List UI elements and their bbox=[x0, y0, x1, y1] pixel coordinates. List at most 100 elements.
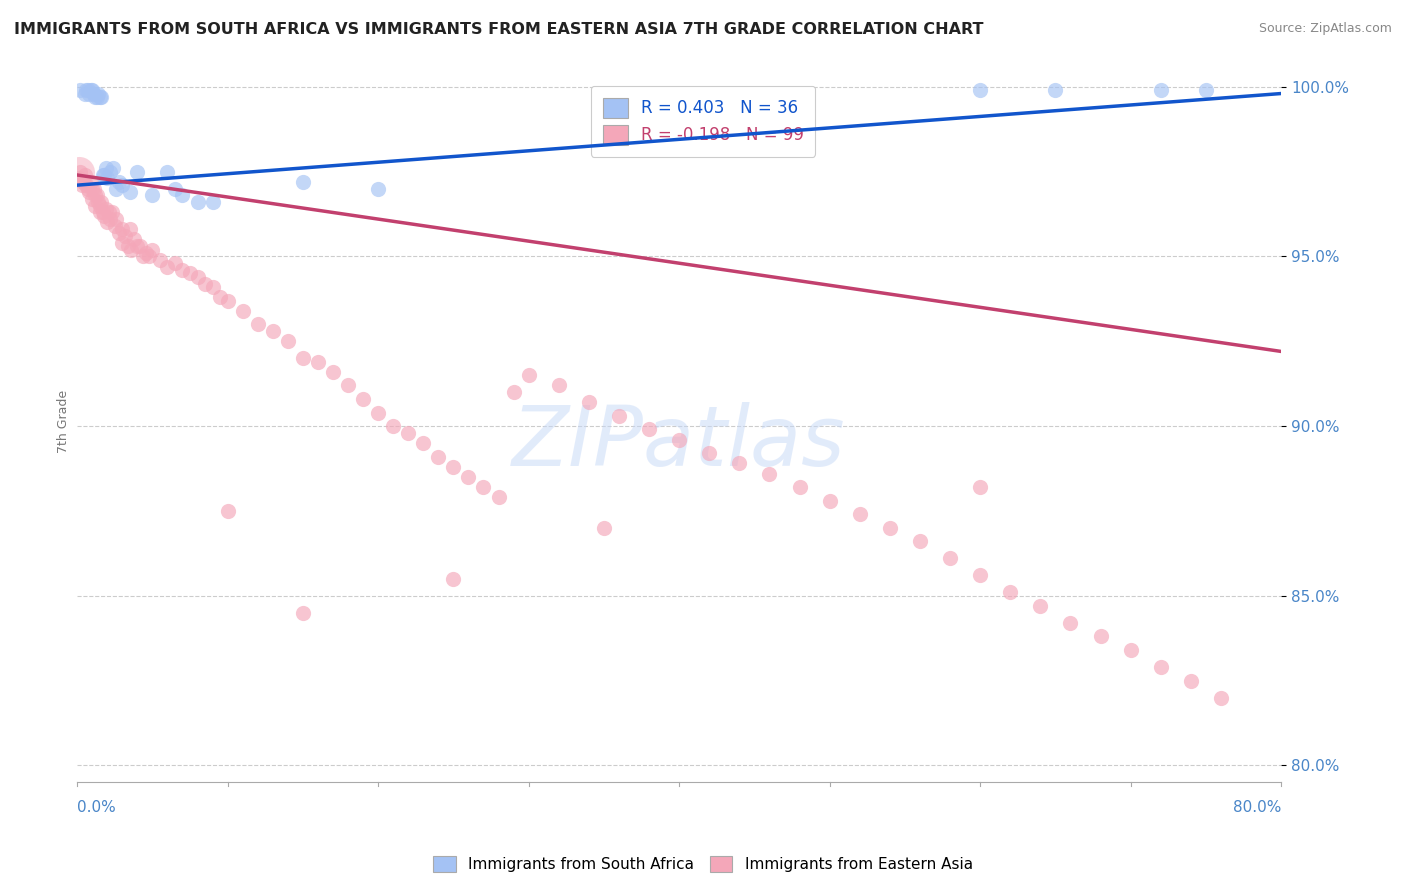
Point bbox=[201, 280, 224, 294]
Point bbox=[186, 269, 208, 284]
Point bbox=[1150, 660, 1173, 674]
Point bbox=[84, 90, 107, 104]
Point bbox=[96, 215, 118, 229]
Legend: R = 0.403   N = 36, R = -0.198   N = 99: R = 0.403 N = 36, R = -0.198 N = 99 bbox=[591, 86, 815, 157]
Point bbox=[69, 164, 91, 178]
Point bbox=[172, 263, 194, 277]
Point bbox=[163, 181, 186, 195]
Point bbox=[758, 467, 780, 481]
Point bbox=[969, 568, 991, 582]
Point bbox=[77, 185, 100, 199]
Text: Source: ZipAtlas.com: Source: ZipAtlas.com bbox=[1258, 22, 1392, 36]
Point bbox=[72, 175, 94, 189]
Point bbox=[848, 508, 870, 522]
Point bbox=[547, 378, 569, 392]
Point bbox=[93, 168, 115, 182]
Point bbox=[76, 83, 98, 97]
Point bbox=[1059, 615, 1081, 630]
Text: IMMIGRANTS FROM SOUTH AFRICA VS IMMIGRANTS FROM EASTERN ASIA 7TH GRADE CORRELATI: IMMIGRANTS FROM SOUTH AFRICA VS IMMIGRAN… bbox=[14, 22, 984, 37]
Point bbox=[90, 90, 112, 104]
Point bbox=[879, 521, 901, 535]
Point bbox=[337, 378, 360, 392]
Point bbox=[1029, 599, 1052, 613]
Point bbox=[179, 266, 201, 280]
Point bbox=[79, 175, 101, 189]
Point bbox=[111, 222, 134, 236]
Point bbox=[83, 181, 105, 195]
Point bbox=[427, 450, 450, 464]
Point bbox=[246, 318, 269, 332]
Point bbox=[291, 606, 314, 620]
Point bbox=[86, 188, 108, 202]
Point bbox=[194, 277, 217, 291]
Point bbox=[82, 181, 104, 195]
Point bbox=[1090, 630, 1112, 644]
Point bbox=[382, 419, 405, 434]
Point bbox=[592, 521, 614, 535]
Point bbox=[83, 87, 105, 101]
Point bbox=[135, 246, 157, 260]
Point bbox=[998, 585, 1021, 599]
Point bbox=[728, 457, 751, 471]
Point bbox=[84, 188, 107, 202]
Text: ZIPatlas: ZIPatlas bbox=[512, 402, 846, 483]
Point bbox=[132, 249, 155, 263]
Point bbox=[1180, 673, 1202, 688]
Point bbox=[69, 83, 91, 97]
Point bbox=[789, 480, 811, 494]
Point bbox=[91, 205, 114, 219]
Point bbox=[105, 181, 128, 195]
Point bbox=[262, 324, 284, 338]
Point bbox=[141, 188, 163, 202]
Point bbox=[89, 90, 111, 104]
Point bbox=[73, 87, 96, 101]
Point bbox=[149, 252, 172, 267]
Text: 80.0%: 80.0% bbox=[1233, 800, 1281, 815]
Point bbox=[89, 198, 111, 212]
Point bbox=[1045, 83, 1067, 97]
Point bbox=[186, 195, 208, 210]
Point bbox=[277, 334, 299, 349]
Point bbox=[441, 572, 464, 586]
Point bbox=[217, 504, 239, 518]
Point bbox=[517, 368, 540, 383]
Point bbox=[98, 212, 121, 227]
Point bbox=[75, 178, 97, 193]
Point bbox=[502, 385, 524, 400]
Point bbox=[291, 175, 314, 189]
Point bbox=[93, 209, 115, 223]
Point bbox=[124, 232, 146, 246]
Point bbox=[118, 222, 141, 236]
Point bbox=[67, 164, 90, 178]
Point bbox=[82, 192, 104, 206]
Y-axis label: 7th Grade: 7th Grade bbox=[58, 390, 70, 452]
Point bbox=[1119, 643, 1142, 657]
Point bbox=[73, 168, 96, 182]
Point bbox=[668, 433, 690, 447]
Point bbox=[457, 470, 479, 484]
Point bbox=[638, 422, 661, 436]
Point bbox=[396, 425, 419, 440]
Point bbox=[70, 178, 93, 193]
Point bbox=[209, 290, 232, 304]
Legend: Immigrants from South Africa, Immigrants from Eastern Asia: Immigrants from South Africa, Immigrants… bbox=[426, 848, 980, 880]
Point bbox=[114, 229, 136, 244]
Point bbox=[138, 249, 160, 263]
Point bbox=[127, 164, 149, 178]
Point bbox=[118, 185, 141, 199]
Point bbox=[76, 181, 98, 195]
Point bbox=[1195, 83, 1218, 97]
Point bbox=[75, 83, 97, 97]
Point bbox=[472, 480, 495, 494]
Point bbox=[94, 202, 117, 216]
Point bbox=[82, 83, 104, 97]
Point bbox=[108, 175, 131, 189]
Point bbox=[578, 395, 600, 409]
Point bbox=[352, 392, 374, 406]
Point bbox=[89, 205, 111, 219]
Point bbox=[86, 90, 108, 104]
Point bbox=[818, 493, 841, 508]
Point bbox=[111, 235, 134, 250]
Point bbox=[108, 226, 131, 240]
Point bbox=[488, 491, 510, 505]
